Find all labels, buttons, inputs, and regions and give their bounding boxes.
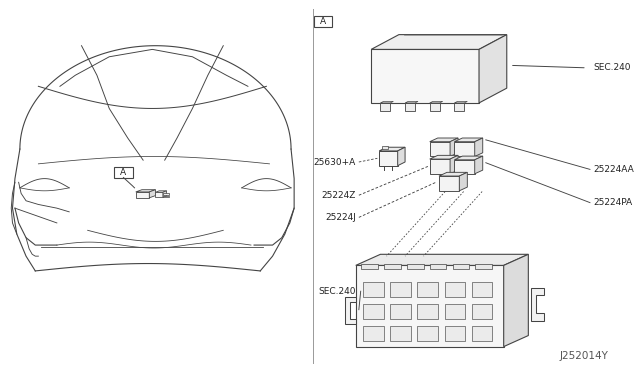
Polygon shape (379, 147, 405, 151)
Polygon shape (475, 138, 483, 157)
FancyBboxPatch shape (381, 146, 388, 149)
FancyBboxPatch shape (454, 103, 464, 111)
FancyBboxPatch shape (390, 282, 411, 297)
FancyBboxPatch shape (429, 264, 446, 269)
Polygon shape (429, 155, 458, 159)
FancyBboxPatch shape (417, 304, 438, 319)
FancyBboxPatch shape (472, 304, 492, 319)
FancyBboxPatch shape (363, 304, 383, 319)
Polygon shape (450, 138, 458, 157)
Polygon shape (156, 191, 166, 192)
Text: A: A (320, 17, 326, 26)
Polygon shape (405, 102, 418, 103)
Polygon shape (380, 102, 394, 103)
Polygon shape (531, 288, 544, 321)
FancyBboxPatch shape (384, 264, 401, 269)
FancyBboxPatch shape (407, 264, 424, 269)
FancyBboxPatch shape (363, 282, 383, 297)
Polygon shape (439, 176, 460, 191)
Polygon shape (356, 265, 504, 347)
Text: J252014Y: J252014Y (559, 352, 609, 361)
Polygon shape (371, 49, 479, 103)
FancyBboxPatch shape (445, 326, 465, 341)
FancyBboxPatch shape (314, 16, 332, 27)
Polygon shape (504, 254, 529, 347)
Polygon shape (454, 102, 467, 103)
Polygon shape (397, 147, 405, 166)
Polygon shape (379, 151, 397, 166)
Polygon shape (136, 190, 156, 192)
Polygon shape (371, 35, 507, 49)
Polygon shape (460, 172, 467, 191)
FancyBboxPatch shape (417, 326, 438, 341)
Polygon shape (345, 297, 356, 324)
Polygon shape (429, 159, 450, 174)
Polygon shape (454, 156, 483, 160)
FancyBboxPatch shape (429, 103, 440, 111)
Polygon shape (429, 142, 450, 157)
FancyBboxPatch shape (114, 167, 132, 178)
Polygon shape (454, 142, 475, 157)
FancyBboxPatch shape (163, 193, 169, 195)
FancyBboxPatch shape (405, 103, 415, 111)
Polygon shape (149, 190, 156, 198)
Polygon shape (454, 160, 475, 174)
FancyBboxPatch shape (445, 282, 465, 297)
Text: 25224PA: 25224PA (593, 198, 632, 207)
Text: 25630+A: 25630+A (314, 157, 356, 167)
Polygon shape (454, 138, 483, 142)
Polygon shape (429, 102, 443, 103)
Text: 25224J: 25224J (325, 213, 356, 222)
Polygon shape (156, 192, 163, 198)
Polygon shape (475, 156, 483, 174)
FancyBboxPatch shape (362, 264, 378, 269)
FancyBboxPatch shape (390, 326, 411, 341)
FancyBboxPatch shape (363, 326, 383, 341)
FancyBboxPatch shape (417, 282, 438, 297)
FancyBboxPatch shape (472, 326, 492, 341)
FancyBboxPatch shape (445, 304, 465, 319)
Text: 25224AA: 25224AA (593, 165, 634, 174)
FancyBboxPatch shape (452, 264, 469, 269)
FancyBboxPatch shape (476, 264, 492, 269)
FancyBboxPatch shape (472, 282, 492, 297)
Polygon shape (439, 172, 467, 176)
Polygon shape (136, 192, 149, 198)
Polygon shape (479, 35, 507, 103)
FancyBboxPatch shape (380, 103, 390, 111)
Polygon shape (450, 155, 458, 174)
Text: 25224Z: 25224Z (321, 191, 356, 200)
Text: A: A (120, 168, 127, 177)
Polygon shape (429, 138, 458, 142)
Polygon shape (356, 254, 529, 265)
Polygon shape (163, 191, 166, 198)
Text: SEC.240: SEC.240 (593, 63, 630, 72)
FancyBboxPatch shape (163, 196, 169, 198)
Text: SEC.240: SEC.240 (318, 287, 356, 296)
FancyBboxPatch shape (390, 304, 411, 319)
